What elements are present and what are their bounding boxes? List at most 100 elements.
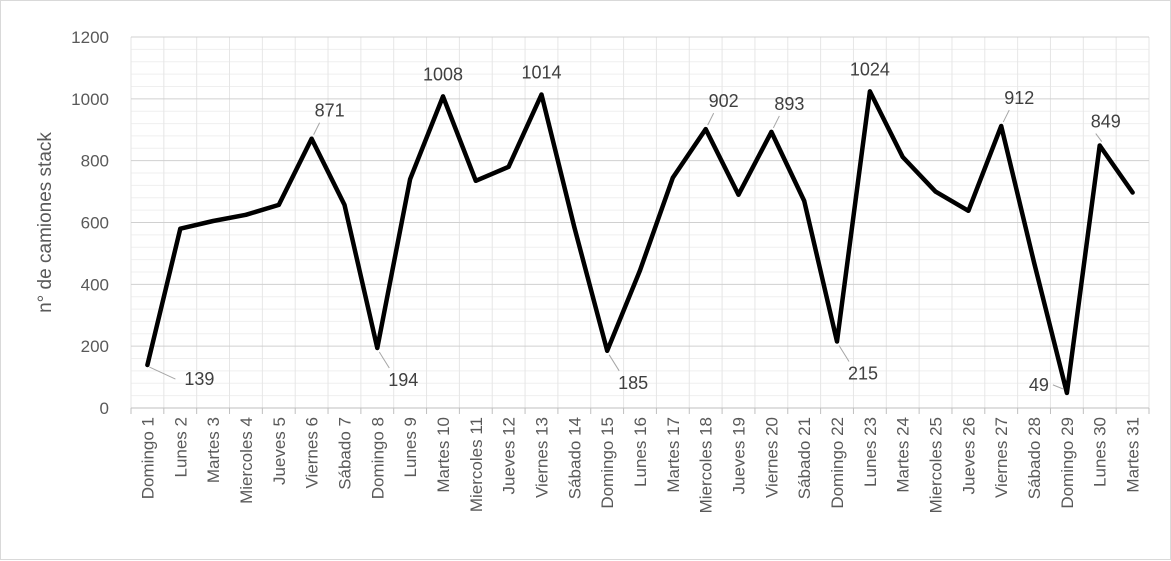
data-point	[145, 363, 150, 368]
x-tick-label: Miercoles 11	[467, 417, 486, 512]
x-tick-label: Viernes 20	[762, 417, 781, 498]
x-tick-label: Lunes 9	[401, 417, 420, 478]
data-point	[211, 218, 216, 223]
leader-line	[1002, 109, 1010, 123]
data-label: 185	[618, 373, 648, 393]
y-tick-label: 800	[81, 152, 109, 171]
data-point	[1064, 390, 1069, 395]
data-point	[506, 164, 511, 169]
data-label: 871	[315, 101, 345, 121]
x-tick-label: Domingo 1	[138, 417, 157, 499]
data-label: 893	[774, 94, 804, 114]
data-point	[736, 192, 741, 197]
axes	[130, 407, 1150, 414]
data-point	[769, 129, 774, 134]
y-axis-tick-labels: 0 200 400 600 800 1000 1200	[71, 28, 109, 418]
data-point	[703, 127, 708, 132]
data-label: 1008	[423, 64, 463, 84]
data-point	[408, 177, 413, 182]
data-point	[243, 212, 248, 217]
leader-line	[608, 354, 620, 372]
data-label: 902	[709, 91, 739, 111]
data-point	[1032, 260, 1037, 265]
data-labels: 139 871 194 1008 1014 185 902 893 215 1024 912 49 84…	[184, 59, 1120, 394]
x-tick-label: Martes 10	[434, 417, 453, 493]
x-tick-label: Lunes 16	[631, 417, 650, 487]
data-label-leader-lines	[149, 109, 1103, 390]
x-tick-label: Sábado 7	[335, 417, 354, 490]
data-point	[867, 89, 872, 94]
data-point	[670, 175, 675, 180]
y-tick-label: 200	[81, 337, 109, 356]
data-point	[309, 136, 314, 141]
x-tick-label: Domingo 8	[368, 417, 387, 499]
data-point	[605, 348, 610, 353]
leader-line	[1095, 133, 1103, 142]
y-axis-title: n° de camiones stack	[35, 132, 56, 313]
data-point	[178, 226, 183, 231]
y-tick-label: 400	[81, 275, 109, 294]
x-tick-label: Miercoles 25	[927, 417, 946, 513]
x-tick-label: Martes 24	[894, 417, 913, 493]
data-label: 849	[1091, 112, 1121, 132]
data-point	[1097, 143, 1102, 148]
data-label: 1024	[850, 59, 890, 79]
leader-line	[378, 351, 390, 369]
x-tick-label: Viernes 13	[532, 417, 551, 498]
data-point	[276, 202, 281, 207]
data-point	[999, 124, 1004, 129]
y-tick-label: 600	[81, 214, 109, 233]
x-tick-label: Jueves 26	[959, 417, 978, 495]
data-label: 139	[184, 369, 214, 389]
y-tick-label: 1200	[71, 28, 109, 47]
data-label: 49	[1029, 375, 1049, 395]
leader-line	[838, 345, 850, 362]
x-tick-label: Lunes 23	[861, 417, 880, 487]
x-tick-label: Jueves 5	[270, 417, 289, 485]
x-tick-label: Viernes 6	[303, 417, 322, 489]
y-tick-label: 1000	[71, 90, 109, 109]
x-tick-label: Martes 31	[1124, 417, 1143, 493]
data-point	[900, 154, 905, 159]
x-tick-label: Domingo 15	[598, 417, 617, 509]
data-point	[933, 189, 938, 194]
data-point	[1130, 190, 1135, 195]
data-point	[835, 339, 840, 344]
x-tick-label: Sábado 28	[1025, 417, 1044, 499]
data-point	[572, 225, 577, 230]
series-line-group	[145, 89, 1135, 396]
data-point	[802, 198, 807, 203]
x-tick-label: Jueves 12	[500, 417, 519, 495]
leader-line	[1052, 384, 1064, 390]
data-label: 912	[1004, 88, 1034, 108]
x-tick-label: Domingo 22	[828, 417, 847, 509]
data-label: 215	[848, 364, 878, 384]
x-tick-label: Martes 3	[204, 417, 223, 483]
x-tick-label: Miercoles 4	[237, 417, 256, 504]
data-point	[342, 202, 347, 207]
data-point	[966, 208, 971, 213]
data-point	[473, 178, 478, 183]
data-point	[375, 346, 380, 351]
x-tick-label: Lunes 2	[171, 417, 190, 478]
data-point	[638, 268, 642, 273]
x-tick-label: Lunes 30	[1091, 417, 1110, 487]
x-tick-label: Sábado 21	[795, 417, 814, 499]
major-gridlines	[131, 36, 1149, 409]
data-label: 194	[388, 370, 418, 390]
x-tick-label: Viernes 27	[992, 417, 1011, 498]
y-tick-label: 0	[100, 399, 109, 418]
x-tick-label: Sábado 14	[565, 417, 584, 499]
x-tick-label: Domingo 29	[1058, 417, 1077, 509]
x-tick-label: Martes 17	[664, 417, 683, 493]
leader-line	[772, 115, 780, 129]
data-label: 1014	[521, 63, 561, 83]
data-point	[440, 94, 445, 99]
x-axis-tick-labels: Domingo 1 Lunes 2 Martes 3 Miercoles 4 Jueve…	[138, 417, 1142, 513]
data-point	[539, 92, 544, 97]
x-tick-label: Miercoles 18	[697, 417, 716, 513]
leader-line	[707, 112, 715, 126]
leader-line	[313, 122, 321, 135]
